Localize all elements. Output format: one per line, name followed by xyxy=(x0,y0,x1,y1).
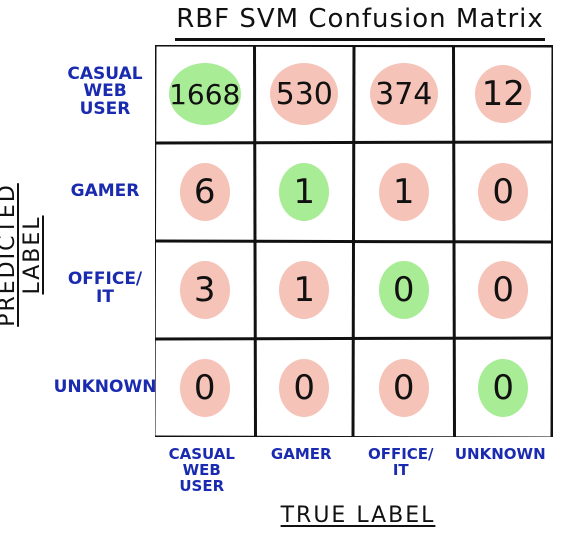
correct-highlight xyxy=(279,163,330,221)
matrix-cell: 530 xyxy=(255,45,355,143)
column-label: UNKNOWN xyxy=(454,445,546,463)
cell-value: 0 xyxy=(492,368,515,408)
cell-value: 0 xyxy=(392,270,415,310)
y-axis-label: PREDICTED LABEL xyxy=(0,183,45,327)
matrix-cell: 0 xyxy=(354,241,454,339)
error-highlight xyxy=(478,261,529,319)
cell-value: 0 xyxy=(492,172,515,212)
column-label: CASUAL WEB USER xyxy=(168,445,235,495)
error-highlight xyxy=(279,359,330,417)
matrix-cell: 0 xyxy=(354,339,454,437)
matrix-cell: 12 xyxy=(454,45,554,143)
error-highlight xyxy=(475,65,532,123)
cell-value: 3 xyxy=(193,270,216,310)
matrix-cell: 374 xyxy=(354,45,454,143)
error-highlight xyxy=(478,163,529,221)
column-label: OFFICE/ IT xyxy=(367,445,434,479)
error-highlight xyxy=(279,261,330,319)
cell-value: 1 xyxy=(392,172,415,212)
cell-value: 1 xyxy=(293,270,316,310)
error-highlight xyxy=(378,359,429,417)
error-highlight xyxy=(179,163,230,221)
cell-value: 0 xyxy=(492,270,515,310)
row-label: UNKNOWN xyxy=(53,376,157,397)
cell-value: 12 xyxy=(481,74,525,114)
error-highlight xyxy=(179,261,230,319)
column-label: GAMER xyxy=(270,445,332,463)
matrix-cell: 0 xyxy=(454,143,554,241)
cell-value: 0 xyxy=(193,368,216,408)
grid-line-horizontal xyxy=(155,336,553,341)
grid-line-horizontal xyxy=(155,239,553,244)
chart-title: RBF SVM Confusion Matrix xyxy=(176,4,544,34)
grid-lines xyxy=(155,45,553,437)
matrix-cell: 1 xyxy=(255,143,355,241)
error-highlight xyxy=(369,63,438,125)
matrix-cell: 3 xyxy=(155,241,255,339)
error-highlight xyxy=(270,63,339,125)
confusion-matrix-grid: 1668 530 374 12 6 1 1 0 3 1 0 0 0 0 0 0 xyxy=(155,45,553,437)
cell-value: 0 xyxy=(392,368,415,408)
cell-value: 6 xyxy=(193,172,216,212)
matrix-cell: 6 xyxy=(155,143,255,241)
error-highlight xyxy=(179,359,230,417)
correct-highlight xyxy=(378,261,429,319)
cell-value: 1 xyxy=(293,172,316,212)
cell-value: 530 xyxy=(275,76,333,112)
grid-line-vertical xyxy=(550,45,553,437)
matrix-cell: 1 xyxy=(354,143,454,241)
row-label: CASUAL WEB USER xyxy=(67,63,143,120)
cell-value: 0 xyxy=(293,368,316,408)
cell-value: 374 xyxy=(375,76,433,112)
grid-line-vertical xyxy=(452,45,456,437)
error-highlight xyxy=(378,163,429,221)
cell-value: 1668 xyxy=(169,77,241,111)
row-label: GAMER xyxy=(70,180,140,201)
correct-highlight xyxy=(478,359,529,417)
matrix-cell: 0 xyxy=(155,339,255,437)
matrix-cell: 1 xyxy=(255,241,355,339)
correct-highlight xyxy=(168,63,241,125)
matrix-cell: 0 xyxy=(454,241,554,339)
row-label: OFFICE/ IT xyxy=(67,269,143,307)
matrix-cell: 1668 xyxy=(155,45,255,143)
title-underline xyxy=(175,38,545,41)
matrix-cell: 0 xyxy=(454,339,554,437)
matrix-cell: 0 xyxy=(255,339,355,437)
x-axis-label: TRUE LABEL xyxy=(280,503,436,528)
